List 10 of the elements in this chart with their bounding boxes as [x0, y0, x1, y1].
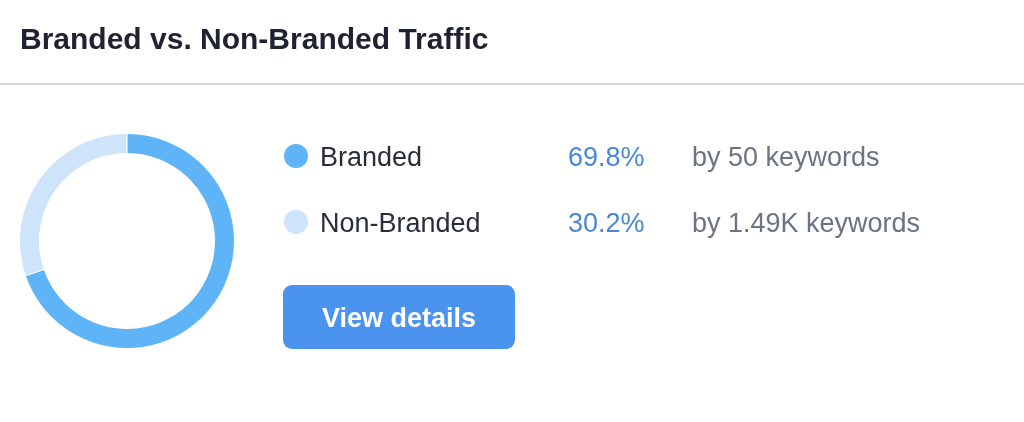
legend-label: Non-Branded: [320, 208, 481, 238]
text: by 50 keywords: [692, 142, 880, 172]
donut-slice: [25, 134, 234, 348]
data-label: 69.8%: [568, 142, 645, 172]
data-label: 30.2%: [568, 208, 645, 238]
chart-title: Branded vs. Non-Branded Traffic: [20, 22, 489, 55]
donut-slice: [20, 134, 127, 276]
text: View details: [321, 303, 477, 333]
legend-label: Branded: [320, 142, 423, 172]
text: by 1.49K keywords: [692, 208, 921, 238]
